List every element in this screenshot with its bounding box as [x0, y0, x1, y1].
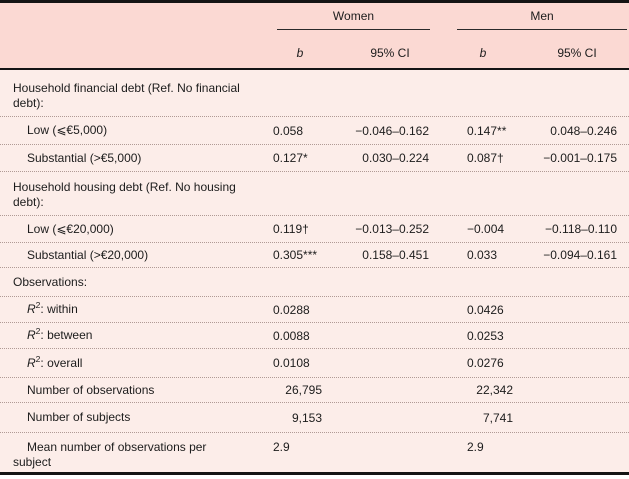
col-header-men-ci: 95% CI: [557, 46, 597, 60]
table-row: Observations:: [0, 268, 629, 297]
row-label: Low (⩽€5,000): [0, 123, 255, 138]
row-label: Number of subjects: [0, 410, 255, 425]
value-cell-mb: 0.0426: [467, 302, 504, 317]
value-cell-mb: 0.0253: [467, 328, 504, 343]
men-spanner-rule: [457, 29, 627, 31]
value-cell-wb: 0.119†: [273, 222, 309, 236]
table-row: Substantial (>€5,000) 0.127* 0.030–0.224 0.…: [0, 145, 629, 172]
row-label: R2: overall: [0, 353, 255, 371]
value-cell-wb: 0.127*: [273, 151, 308, 165]
value-cell-wb: 0.305***: [273, 248, 318, 262]
col-header-men-b: b: [479, 46, 487, 60]
value-cell-wb: 0.0108: [273, 356, 310, 370]
row-label-text: Number of observations: [27, 382, 155, 397]
row-label-text: Low (⩽€20,000): [27, 221, 114, 236]
value-cell-wb: 9,153: [291, 410, 322, 425]
value-cell-mb: 22,342: [476, 383, 513, 397]
value-cell-mci: −0.094–0.161: [543, 248, 617, 262]
table-body: Household financial debt (Ref. No financ…: [0, 70, 629, 472]
value-cell-mb: −0.004: [467, 222, 505, 236]
row-label-text: Low (⩽€5,000): [27, 123, 108, 137]
row-label-text: Substantial (>€20,000): [27, 247, 149, 262]
column-group-men: Men: [530, 9, 554, 23]
table-row: R2: between 0.0088 0.0253: [0, 323, 629, 349]
stat-superscript: 2: [35, 353, 41, 364]
stat-superscript: 2: [35, 326, 41, 336]
value-cell-wci: −0.046–0.162: [355, 123, 429, 138]
column-group-women: Women: [332, 9, 375, 23]
stat-symbol: R: [27, 328, 36, 342]
value-cell-wb: 0.0088: [273, 328, 310, 343]
value-cell-mci: 0.048–0.246: [550, 123, 617, 138]
value-cell-mb: 0.0276: [467, 356, 504, 370]
value-cell-mb: 0.033: [467, 248, 498, 262]
row-label-text: Household financial debt (Ref. No financ…: [13, 81, 240, 110]
row-label-text: Number of subjects: [27, 410, 131, 424]
table-row: Substantial (>€20,000) 0.305*** 0.158–0.45…: [0, 243, 629, 268]
value-cell-mb: 0.087†: [467, 151, 504, 165]
stat-label-text: : within: [40, 302, 78, 316]
row-label: Number of observations: [0, 383, 255, 398]
table-header: Women Men b 95% CI b 95% CI: [0, 0, 629, 70]
row-label-text: Household housing debt (Ref. No housing …: [13, 180, 236, 209]
row-label: Mean number of observations per subject: [0, 440, 213, 470]
women-spanner-rule: [277, 29, 430, 31]
table-row: Number of subjects 9,153 7,741: [0, 403, 629, 433]
value-cell-mci: −0.118–0.110: [545, 222, 617, 236]
row-label: Low (⩽€20,000): [0, 222, 255, 237]
value-cell-mb: 7,741: [482, 410, 513, 425]
row-label-text: Mean number of observations per subject: [13, 440, 207, 469]
row-label: Observations:: [0, 275, 266, 290]
stat-superscript: 2: [35, 300, 41, 310]
row-label-text: Observations:: [13, 274, 88, 289]
value-cell-wb: 26,795: [285, 383, 322, 397]
table-row: Low (⩽€5,000) 0.058 −0.046–0.162 0.147** 0.0…: [0, 117, 629, 145]
value-cell-wb: 0.058: [273, 123, 304, 138]
stat-symbol: R: [27, 355, 36, 370]
table-row: Number of observations 26,795 22,342: [0, 378, 629, 403]
row-label-text: Substantial (>€5,000): [27, 150, 142, 165]
stat-label-text: : between: [40, 328, 93, 342]
value-cell-wci: 0.158–0.451: [362, 248, 429, 262]
table-row: Mean number of observations per subject 2…: [0, 433, 629, 472]
stat-label-text: : overall: [40, 355, 83, 370]
row-label: Household financial debt (Ref. No financ…: [0, 81, 266, 111]
value-cell-wb: 0.0288: [273, 302, 310, 317]
table-row: Household housing debt (Ref. No housing …: [0, 172, 629, 216]
col-header-women-ci: 95% CI: [370, 46, 410, 60]
table-row: R2: overall 0.0108 0.0276: [0, 349, 629, 378]
table-row: Low (⩽€20,000) 0.119† −0.013–0.252 −0.004 −0…: [0, 216, 629, 243]
row-label: Household housing debt (Ref. No housing …: [0, 180, 266, 210]
row-label: Substantial (>€5,000): [0, 151, 255, 166]
value-cell-mci: −0.001–0.175: [543, 151, 617, 165]
table-row: R2: within 0.0288 0.0426: [0, 297, 629, 323]
table-row: Household financial debt (Ref. No financ…: [0, 70, 629, 117]
row-label: R2: within: [0, 300, 255, 317]
row-label: Substantial (>€20,000): [0, 248, 255, 263]
value-cell-mb: 2.9: [467, 440, 484, 454]
col-header-women-b: b: [296, 46, 304, 60]
value-cell-wci: −0.013–0.252: [355, 222, 429, 236]
stat-symbol: R: [27, 302, 36, 316]
row-label: R2: between: [0, 326, 255, 343]
value-cell-mb: 0.147**: [467, 123, 507, 138]
value-cell-wci: 0.030–0.224: [362, 151, 429, 165]
value-cell-wb: 2.9: [273, 440, 290, 454]
